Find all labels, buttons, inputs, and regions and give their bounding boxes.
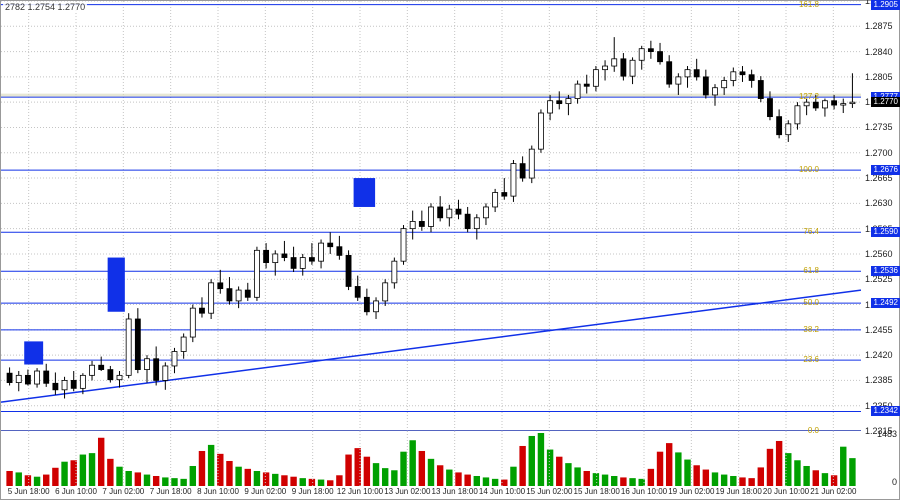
fib-ratio: 23.6 — [803, 356, 819, 364]
fib-ratio: 38.2 — [803, 326, 819, 334]
fib-badge: 1.2676 — [871, 165, 900, 175]
time-tick: 6 Jun 10:00 — [55, 487, 97, 496]
ohlc-strip: 2782 1.2754 1.2770 — [3, 2, 87, 13]
fib-ratio: 50.0 — [803, 299, 819, 307]
time-tick: 13 Jun 02:00 — [384, 487, 430, 496]
fib-ratio: 100.0 — [799, 166, 819, 174]
fib-badge: 1.2536 — [871, 266, 900, 276]
volume-zero-label: 0 — [892, 477, 897, 487]
price-tick: 1.2700 — [865, 148, 893, 158]
volume-max-label: 1483 — [877, 429, 897, 439]
fib-ratio: 127.2 — [799, 93, 819, 101]
time-tick: 5 Jun 18:00 — [8, 487, 50, 496]
fib-badge: 1.2590 — [871, 227, 900, 237]
price-tick: 1.2840 — [865, 47, 893, 57]
price-tick: 1.2455 — [865, 325, 893, 335]
time-tick: 15 Jun 02:00 — [526, 487, 572, 496]
time-tick: 15 Jun 18:00 — [574, 487, 620, 496]
price-tick: 1.2420 — [865, 350, 893, 360]
time-tick: 16 Jun 10:00 — [621, 487, 667, 496]
time-tick: 13 Jun 18:00 — [432, 487, 478, 496]
price-flag: 1.2770 — [871, 97, 900, 107]
time-tick: 19 Jun 18:00 — [716, 487, 762, 496]
time-tick: 9 Jun 18:00 — [292, 487, 334, 496]
time-tick: 9 Jun 02:00 — [244, 487, 286, 496]
yaxis: 1.23151.23501.23851.24201.24551.24901.25… — [861, 1, 900, 501]
price-tick: 1.2560 — [865, 249, 893, 259]
fib-badge: 1.2342 — [871, 406, 900, 416]
price-tick: 1.2805 — [865, 72, 893, 82]
price-tick: 1.2735 — [865, 122, 893, 132]
time-tick: 21 Jun 02:00 — [810, 487, 856, 496]
time-tick: 19 Jun 02:00 — [668, 487, 714, 496]
fib-ratio: 161.8 — [799, 1, 819, 9]
chart-root: 2782 1.2754 1.2770 0.023.638.250.061.876… — [0, 0, 900, 500]
time-tick: 7 Jun 18:00 — [150, 487, 192, 496]
fib-badge: 1.2905 — [871, 0, 900, 10]
fib-ratio: 76.4 — [803, 228, 819, 236]
time-tick: 20 Jun 10:00 — [763, 487, 809, 496]
time-tick: 12 Jun 10:00 — [337, 487, 383, 496]
xaxis: 5 Jun 18:00 6 Jun 10:00 7 Jun 02:00 7 Jun 1… — [1, 486, 861, 501]
price-tick: 1.2385 — [865, 375, 893, 385]
time-tick: 8 Jun 10:00 — [197, 487, 239, 496]
fib-ratio: 61.8 — [803, 267, 819, 275]
price-pane[interactable]: 2782 1.2754 1.2770 0.023.638.250.061.876… — [1, 1, 861, 431]
time-tick: 7 Jun 02:00 — [102, 487, 144, 496]
time-tick: 14 Jun 10:00 — [479, 487, 525, 496]
fib-badge: 1.2492 — [871, 298, 900, 308]
volume-svg — [1, 431, 861, 486]
price-svg — [1, 1, 861, 431]
price-tick: 1.2630 — [865, 198, 893, 208]
volume-pane[interactable] — [1, 431, 861, 486]
price-tick: 1.2875 — [865, 21, 893, 31]
